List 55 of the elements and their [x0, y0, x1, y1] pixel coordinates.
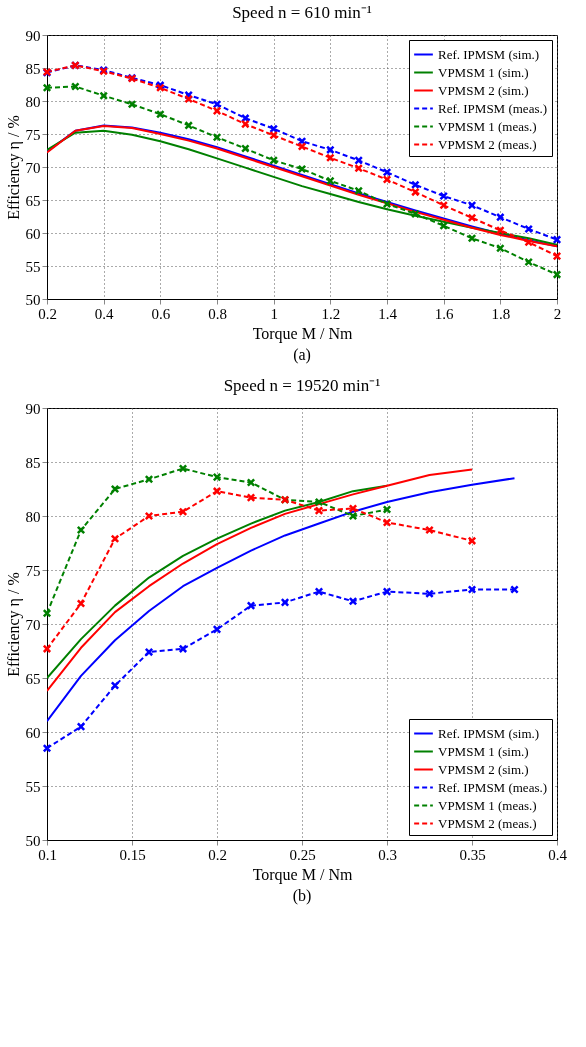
y-tick-label: 80 — [25, 508, 41, 525]
legend-label: Ref. IPMSM (sim.) — [438, 725, 540, 741]
y-tick-label: 60 — [25, 225, 41, 242]
y-tick-label: 65 — [25, 192, 41, 209]
x-tick-label: 1.2 — [321, 305, 341, 322]
chart-title: Speed n = 610 min⁻¹ — [232, 3, 372, 22]
y-tick-label: 90 — [25, 400, 41, 417]
x-tick-label: 0.15 — [119, 846, 146, 863]
x-tick-label: 0.25 — [289, 846, 316, 863]
x-tick-label: 0.6 — [151, 305, 171, 322]
y-axis-title: Efficiency η / % — [4, 115, 23, 220]
x-axis-title: Torque M / Nm — [252, 324, 353, 343]
legend-label: Ref. IPMSM (meas.) — [438, 100, 548, 116]
text: (b) — [292, 887, 312, 905]
y-tick-label: 70 — [25, 159, 41, 176]
x-tick-label: 0.3 — [378, 846, 397, 863]
legend-label: VPMSM 1 (meas.) — [438, 797, 537, 813]
legend-label: VPMSM 2 (meas.) — [438, 815, 537, 831]
legend-label: Ref. IPMSM (meas.) — [438, 779, 548, 795]
legend-label: VPMSM 2 (sim.) — [438, 82, 529, 98]
x-axis-title: Torque M / Nm — [252, 865, 353, 884]
x-tick-label: 1.6 — [434, 305, 455, 322]
y-tick-label: 55 — [25, 258, 41, 275]
x-tick-label: 0.4 — [94, 305, 115, 322]
legend-label: VPMSM 2 (sim.) — [438, 761, 529, 777]
y-tick-label: 60 — [25, 724, 41, 741]
x-tick-label: 0.35 — [459, 846, 486, 863]
y-tick-label: 55 — [25, 778, 41, 795]
text: (a) — [293, 346, 311, 364]
x-tick-label: 2 — [553, 305, 562, 322]
x-tick-label: 0.2 — [208, 846, 227, 863]
x-tick-label: 0.4 — [548, 846, 568, 863]
y-tick-label: 75 — [25, 126, 41, 143]
y-tick-label: 90 — [25, 27, 41, 44]
legend-label: Ref. IPMSM (sim.) — [438, 46, 540, 62]
x-tick-label: 0.8 — [208, 305, 227, 322]
y-tick-label: 80 — [25, 93, 41, 110]
y-tick-label: 85 — [25, 454, 41, 471]
y-tick-label: 65 — [25, 670, 41, 687]
x-tick-label: 1.4 — [378, 305, 398, 322]
y-tick-label: 75 — [25, 562, 41, 579]
y-axis-title: Efficiency η / % — [4, 572, 23, 677]
y-tick-label: 50 — [25, 291, 41, 308]
legend-label: VPMSM 1 (meas.) — [438, 118, 537, 134]
x-tick-label: 0.1 — [38, 846, 57, 863]
y-tick-label: 85 — [25, 60, 41, 77]
x-tick-label: 1 — [270, 305, 278, 322]
legend-label: VPMSM 1 (sim.) — [438, 743, 529, 759]
legend-label: VPMSM 2 (meas.) — [438, 136, 537, 152]
y-tick-label: 70 — [25, 616, 41, 633]
x-tick-label: 1.8 — [491, 305, 511, 322]
x-tick-label: 0.2 — [38, 305, 57, 322]
chart-title: Speed n = 19520 min⁻¹ — [223, 376, 381, 395]
y-tick-label: 50 — [25, 832, 41, 849]
legend-label: VPMSM 1 (sim.) — [438, 64, 529, 80]
